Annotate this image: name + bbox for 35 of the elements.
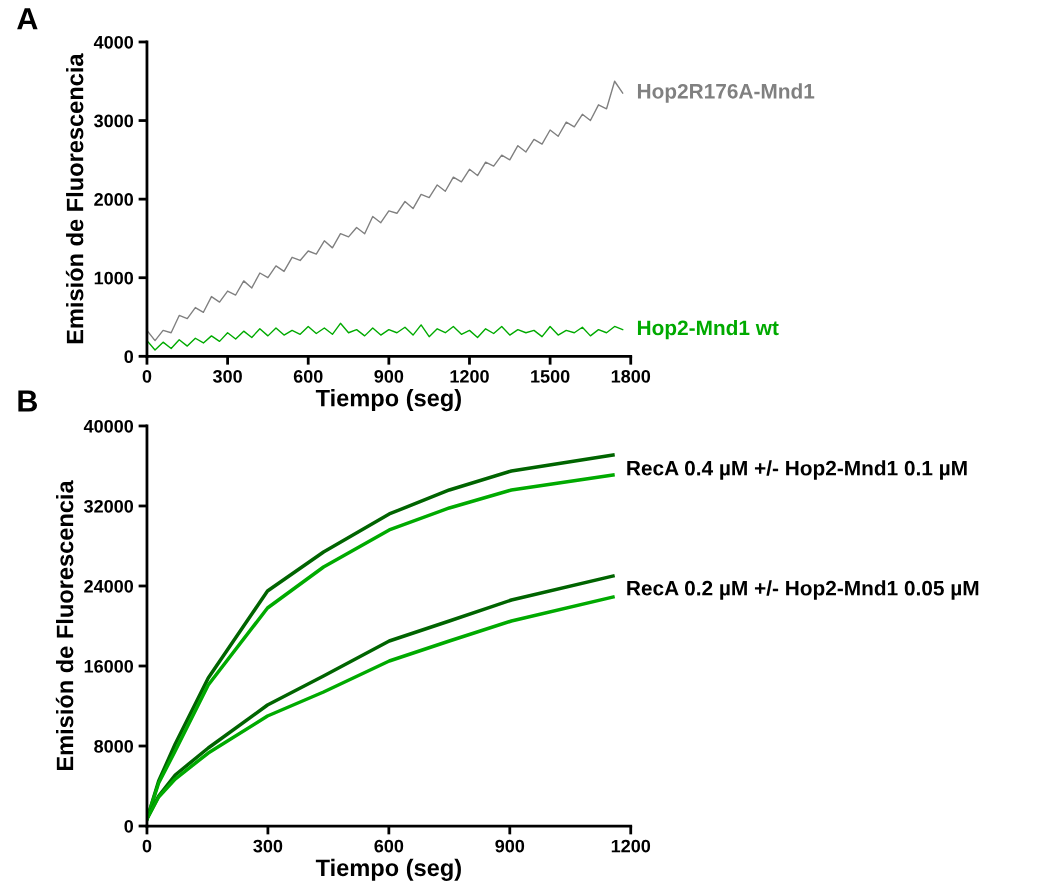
x-tick-label: 900 xyxy=(495,839,525,853)
x-tick-label: 300 xyxy=(253,839,283,853)
y-tick-label: 16000 xyxy=(84,659,134,673)
y-tick-label: 40000 xyxy=(83,419,134,433)
y-tick-label: 0 xyxy=(124,350,134,364)
y-tick-label: 32000 xyxy=(83,499,134,513)
y-tick-label: 2000 xyxy=(94,193,134,206)
x-tick-label: 900 xyxy=(374,369,404,383)
annotation: RecA 0.4 µM +/- Hop2-Mnd1 0.1 µM xyxy=(627,460,967,480)
x-tick-label: 0 xyxy=(142,839,152,853)
x-tick-label: 0 xyxy=(142,369,152,383)
x-axis-title: Tiempo (seg) xyxy=(315,389,461,412)
y-tick-label: 3000 xyxy=(94,114,134,128)
y-tick-label: 0 xyxy=(124,819,134,833)
y-axis-title: Emisión de Fluorescencia xyxy=(65,53,84,344)
chart-title: B xyxy=(18,390,38,412)
x-tick-label: 1200 xyxy=(450,369,489,383)
x-tick-label: 600 xyxy=(293,369,323,383)
x-tick-label: 1500 xyxy=(531,369,570,383)
line-series xyxy=(146,322,624,351)
y-axis-title: Emisión de Fluorescencia xyxy=(55,480,74,771)
series-label: Hop2-Mnd1 wt xyxy=(637,319,779,340)
series-label: Hop2R176A-Mnd1 xyxy=(637,83,815,103)
y-tick-label: 8000 xyxy=(94,739,134,753)
annotation: RecA 0.2 µM +/- Hop2-Mnd1 0.05 µM xyxy=(627,580,979,600)
x-axis-title: Tiempo (seg) xyxy=(315,858,461,881)
x-tick-label: 300 xyxy=(212,369,242,383)
x-tick-label: 600 xyxy=(374,839,404,853)
x-tick-label: 1800 xyxy=(611,369,651,383)
chart-title: A xyxy=(17,8,38,30)
y-tick-label: 24000 xyxy=(84,579,134,593)
y-tick-label: 1000 xyxy=(94,271,134,285)
line-series xyxy=(146,80,624,342)
y-tick-label: 4000 xyxy=(93,35,134,49)
x-tick-label: 1200 xyxy=(611,839,651,853)
